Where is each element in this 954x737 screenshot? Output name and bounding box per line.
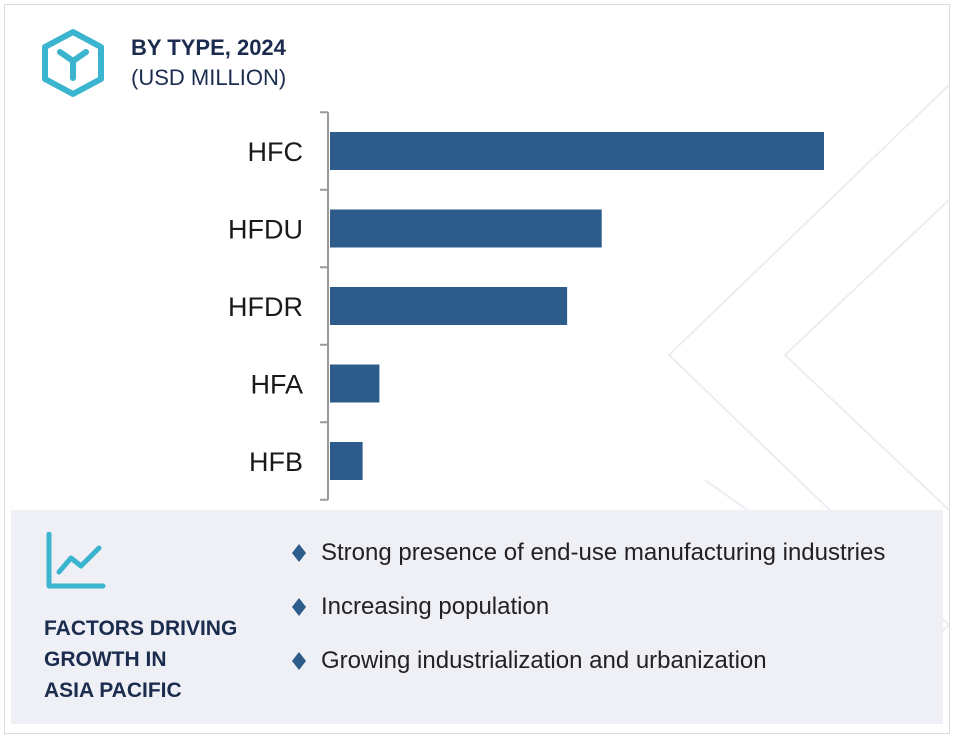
category-label: HFC: [248, 137, 304, 167]
category-label: HFDU: [228, 215, 303, 245]
factors-panel: FACTORS DRIVING GROWTH IN ASIA PACIFIC S…: [11, 510, 943, 724]
trend-chart-icon: [46, 532, 106, 589]
category-label: HFDR: [228, 292, 303, 322]
hexagon-y-icon: [42, 29, 104, 97]
bar-hfdu: [330, 209, 602, 248]
factor-item: Strong presence of end-use manufacturing…: [289, 536, 909, 570]
factors-heading: FACTORS DRIVING GROWTH IN ASIA PACIFIC: [44, 613, 274, 706]
diamond-bullet-icon: [292, 544, 306, 562]
diamond-bullet-icon: [292, 598, 306, 616]
factor-text: Strong presence of end-use manufacturing…: [321, 539, 886, 566]
bar-hfc: [330, 132, 824, 170]
chart-title: BY TYPE, 2024: [131, 35, 286, 60]
factor-text: Increasing population: [321, 593, 550, 620]
category-label: HFA: [250, 370, 303, 400]
factors-list: Strong presence of end-use manufacturing…: [289, 536, 909, 698]
bar-hfb: [330, 442, 363, 480]
factor-item: Increasing population: [289, 590, 909, 624]
bar-hfa: [330, 364, 380, 403]
bar-hfdr: [330, 287, 568, 325]
factors-heading-line: GROWTH IN: [44, 648, 167, 671]
factor-item: Growing industrialization and urbanizati…: [289, 644, 909, 678]
infographic-card: BY TYPE, 2024 (USD MILLION) HFC HFDU HFDR H…: [4, 4, 950, 734]
diamond-bullet-icon: [292, 652, 306, 670]
bar-chart: HFC HFDU HFDR HFA HFB: [228, 111, 824, 501]
chart-subtitle: (USD MILLION): [131, 65, 287, 90]
factors-heading-line: ASIA PACIFIC: [44, 679, 182, 702]
factors-heading-line: FACTORS DRIVING: [44, 617, 238, 640]
category-label: HFB: [249, 447, 303, 477]
factor-text: Growing industrialization and urbanizati…: [321, 647, 767, 674]
